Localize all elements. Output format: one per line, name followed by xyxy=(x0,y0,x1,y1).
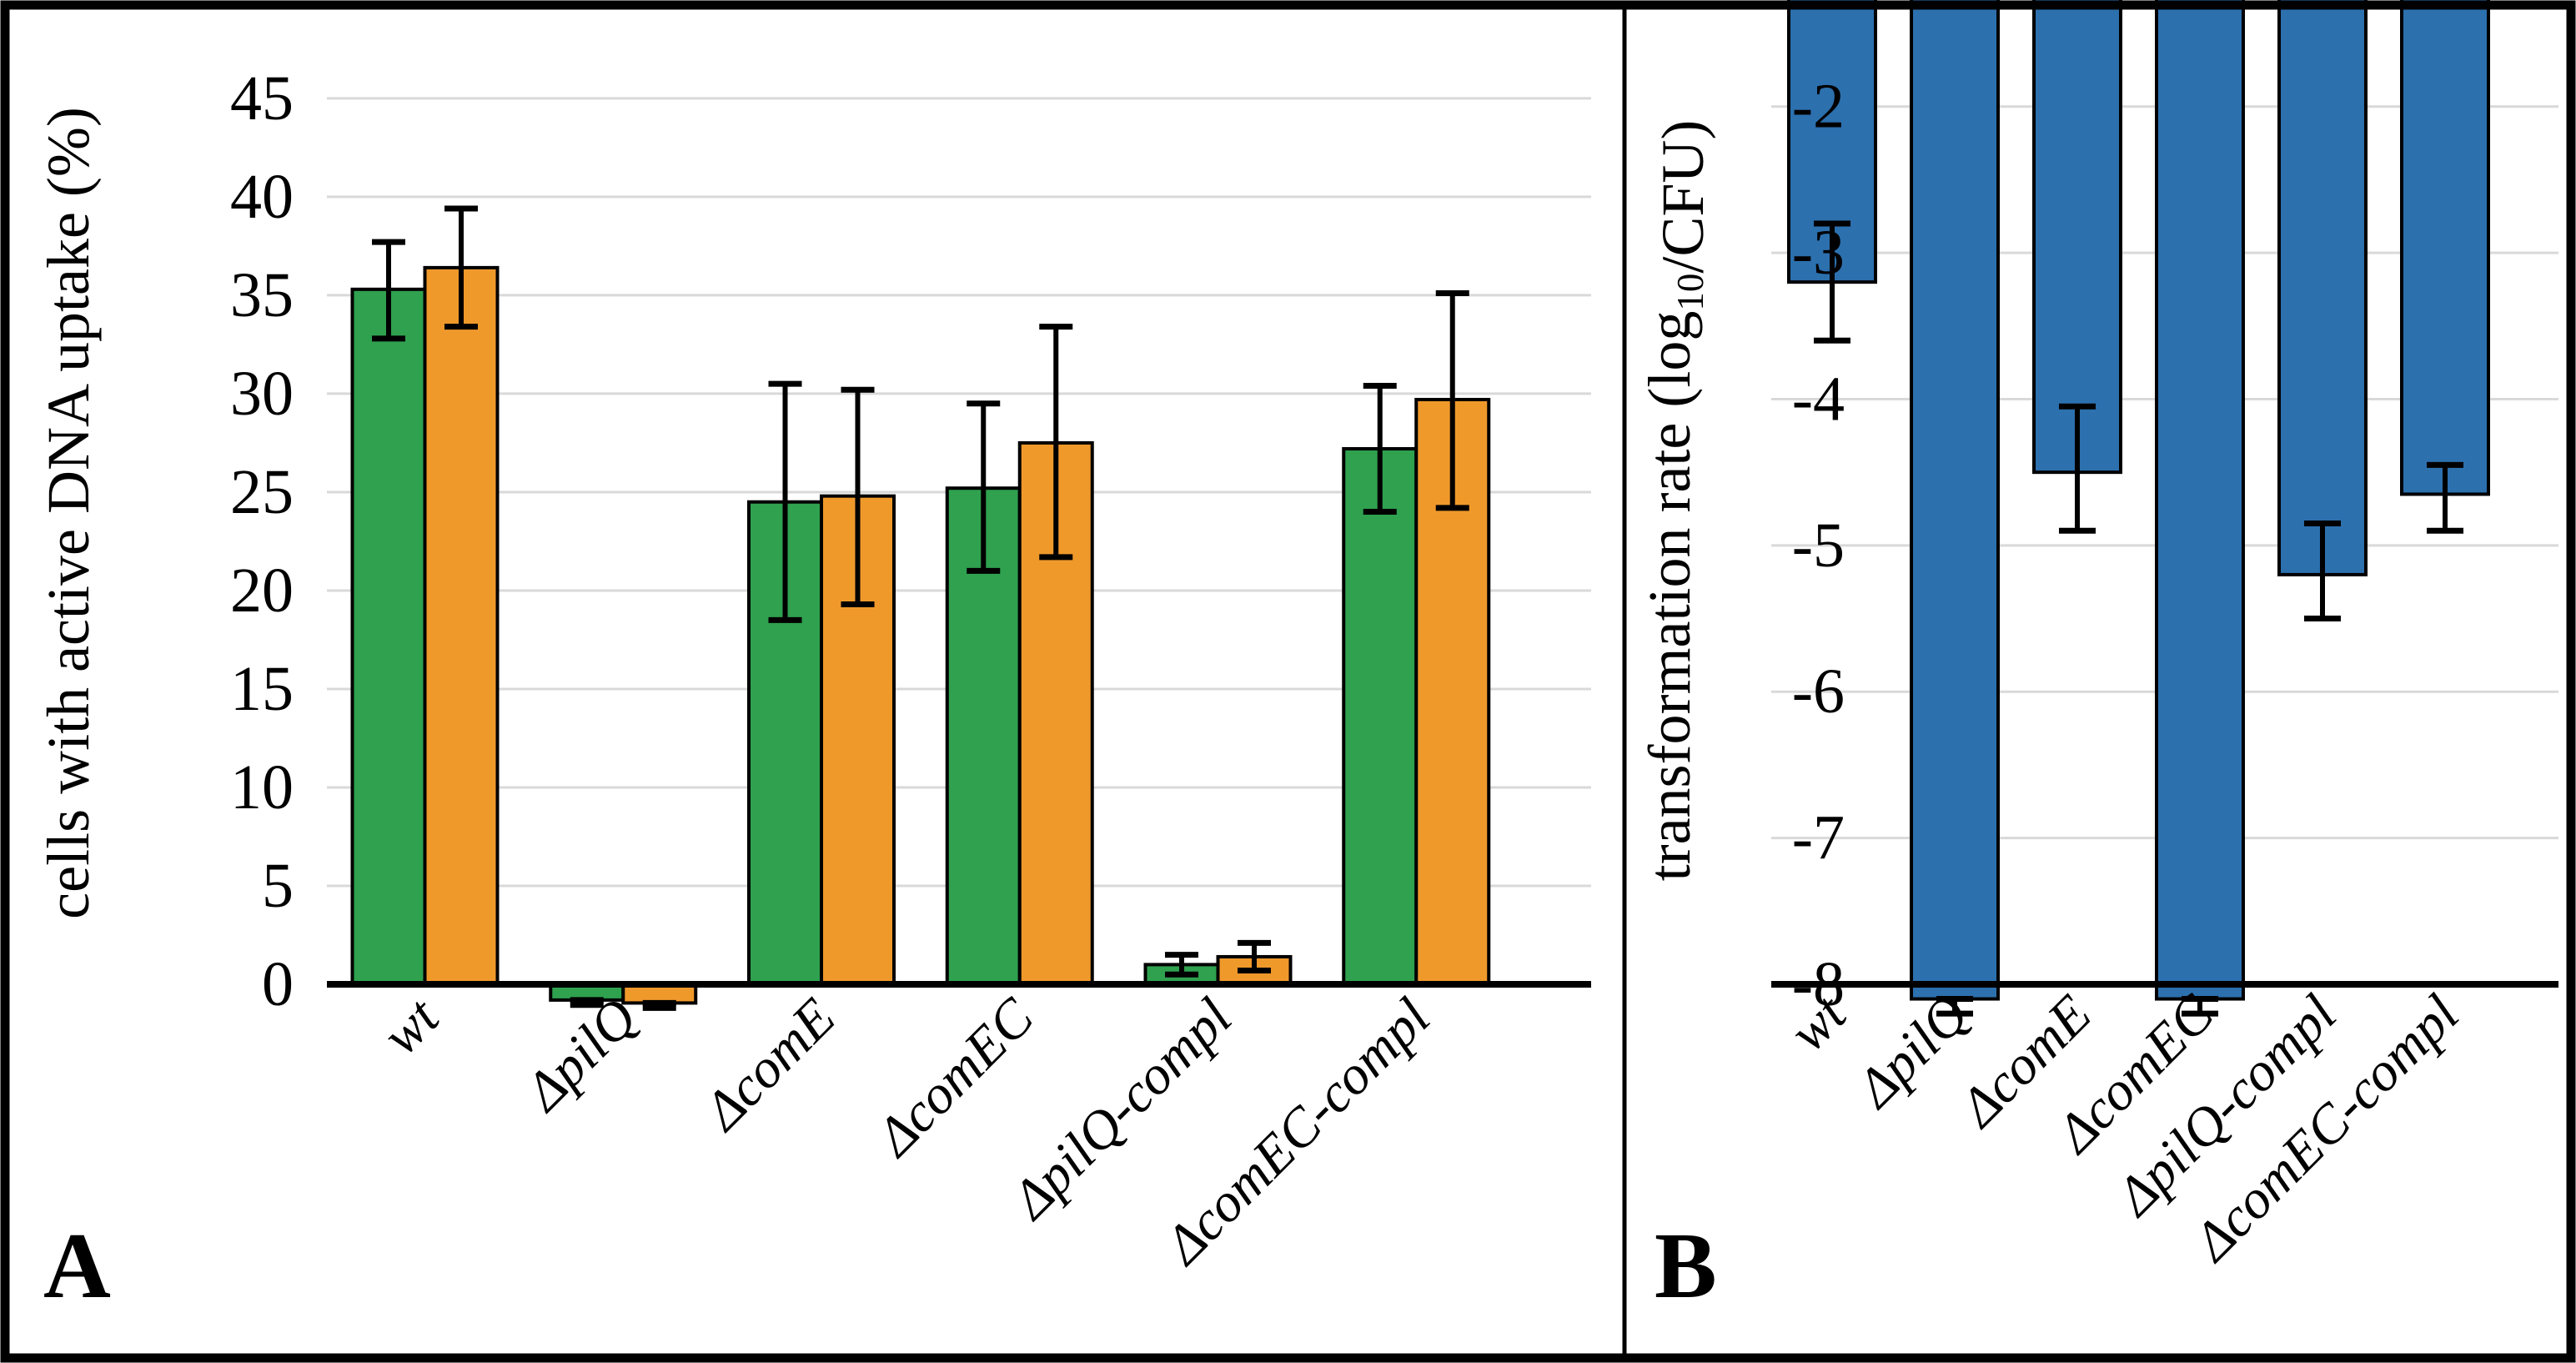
ytick-label-B--8: -8 xyxy=(1792,949,1845,1019)
ytick-label-B--6: -6 xyxy=(1792,656,1845,727)
bar-A-green-series-wt xyxy=(350,287,427,987)
category-label-A-0: wt xyxy=(370,986,451,1067)
ytick-label-B--4: -4 xyxy=(1792,364,1845,434)
ytick-label-A-30: 30 xyxy=(230,359,294,429)
ytick-label-A-20: 20 xyxy=(230,556,294,626)
ytick-label-A-45: 45 xyxy=(230,63,294,133)
ytick-label-B--3: -3 xyxy=(1792,218,1845,288)
ytick-label-A-40: 40 xyxy=(230,162,294,232)
bar-B-blue-series-ΔcomEC xyxy=(2155,0,2245,1001)
ytick-label-A-15: 15 xyxy=(230,654,294,724)
bar-B-blue-series-ΔpilQ-compl xyxy=(2277,0,2368,576)
category-label-B-0: wt xyxy=(1778,983,1859,1064)
bar-A-green-series-ΔcomEC-compl xyxy=(1342,447,1419,986)
bar-A-orange-series-wt xyxy=(423,265,500,986)
ytick-label-A-0: 0 xyxy=(262,949,294,1019)
bar-B-blue-series-ΔpilQ xyxy=(1910,0,2000,1001)
panel-a-letter: A xyxy=(43,1215,111,1318)
ytick-label-A-10: 10 xyxy=(230,752,294,822)
y-axis-title-A: cells with active DNA uptake (%) xyxy=(35,107,102,919)
bar-B-blue-series-ΔcomE xyxy=(2032,0,2122,475)
y-axis-title-B: transformation rate (log10/CFU) xyxy=(1636,120,1716,882)
ytick-label-B--2: -2 xyxy=(1792,72,1845,142)
ytick-label-A-35: 35 xyxy=(230,260,294,330)
bar-B-blue-series-ΔcomEC-compl xyxy=(2400,0,2490,496)
ytick-label-A-25: 25 xyxy=(230,457,294,527)
category-label-A-2: ΔcomE xyxy=(690,987,846,1143)
ytick-label-B--5: -5 xyxy=(1792,510,1845,581)
panel-b-letter: B xyxy=(1655,1215,1717,1318)
ytick-label-A-5: 5 xyxy=(262,851,294,921)
category-label-A-3: ΔcomEC xyxy=(863,986,1046,1169)
ytick-label-B--7: -7 xyxy=(1792,803,1845,873)
